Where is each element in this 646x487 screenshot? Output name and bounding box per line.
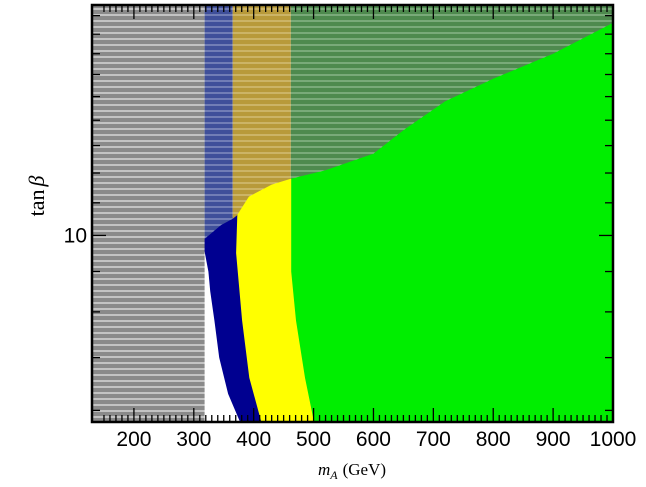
hatched-region-blue: [204, 5, 233, 239]
hatched-region-green: [290, 5, 613, 179]
x-tick-label: 600: [356, 428, 391, 451]
plot-regions: [97, 22, 613, 422]
x-tick-label: 200: [116, 428, 151, 451]
x-tick-label: 500: [296, 428, 331, 451]
x-axis-title: mA (GeV): [318, 460, 386, 482]
hatched-region-gray: [92, 5, 205, 422]
x-tick-labels: 200 300 400 500 600 700 800 900 1000: [116, 428, 636, 451]
x-tick-label: 900: [536, 428, 571, 451]
x-tick-label: 700: [416, 428, 451, 451]
hatched-region-orange: [232, 5, 291, 219]
hatched-regions: [92, 5, 613, 422]
y-axis-title: tanβ: [24, 176, 49, 217]
x-tick-label: 800: [476, 428, 511, 451]
x-tick-label: 400: [236, 428, 271, 451]
x-tick-label: 300: [176, 428, 211, 451]
y-tick-label: 10: [64, 224, 87, 247]
x-tick-label: 1000: [590, 428, 637, 451]
y-tick-labels: 10: [64, 224, 87, 247]
plot-frame: [90, 3, 615, 424]
